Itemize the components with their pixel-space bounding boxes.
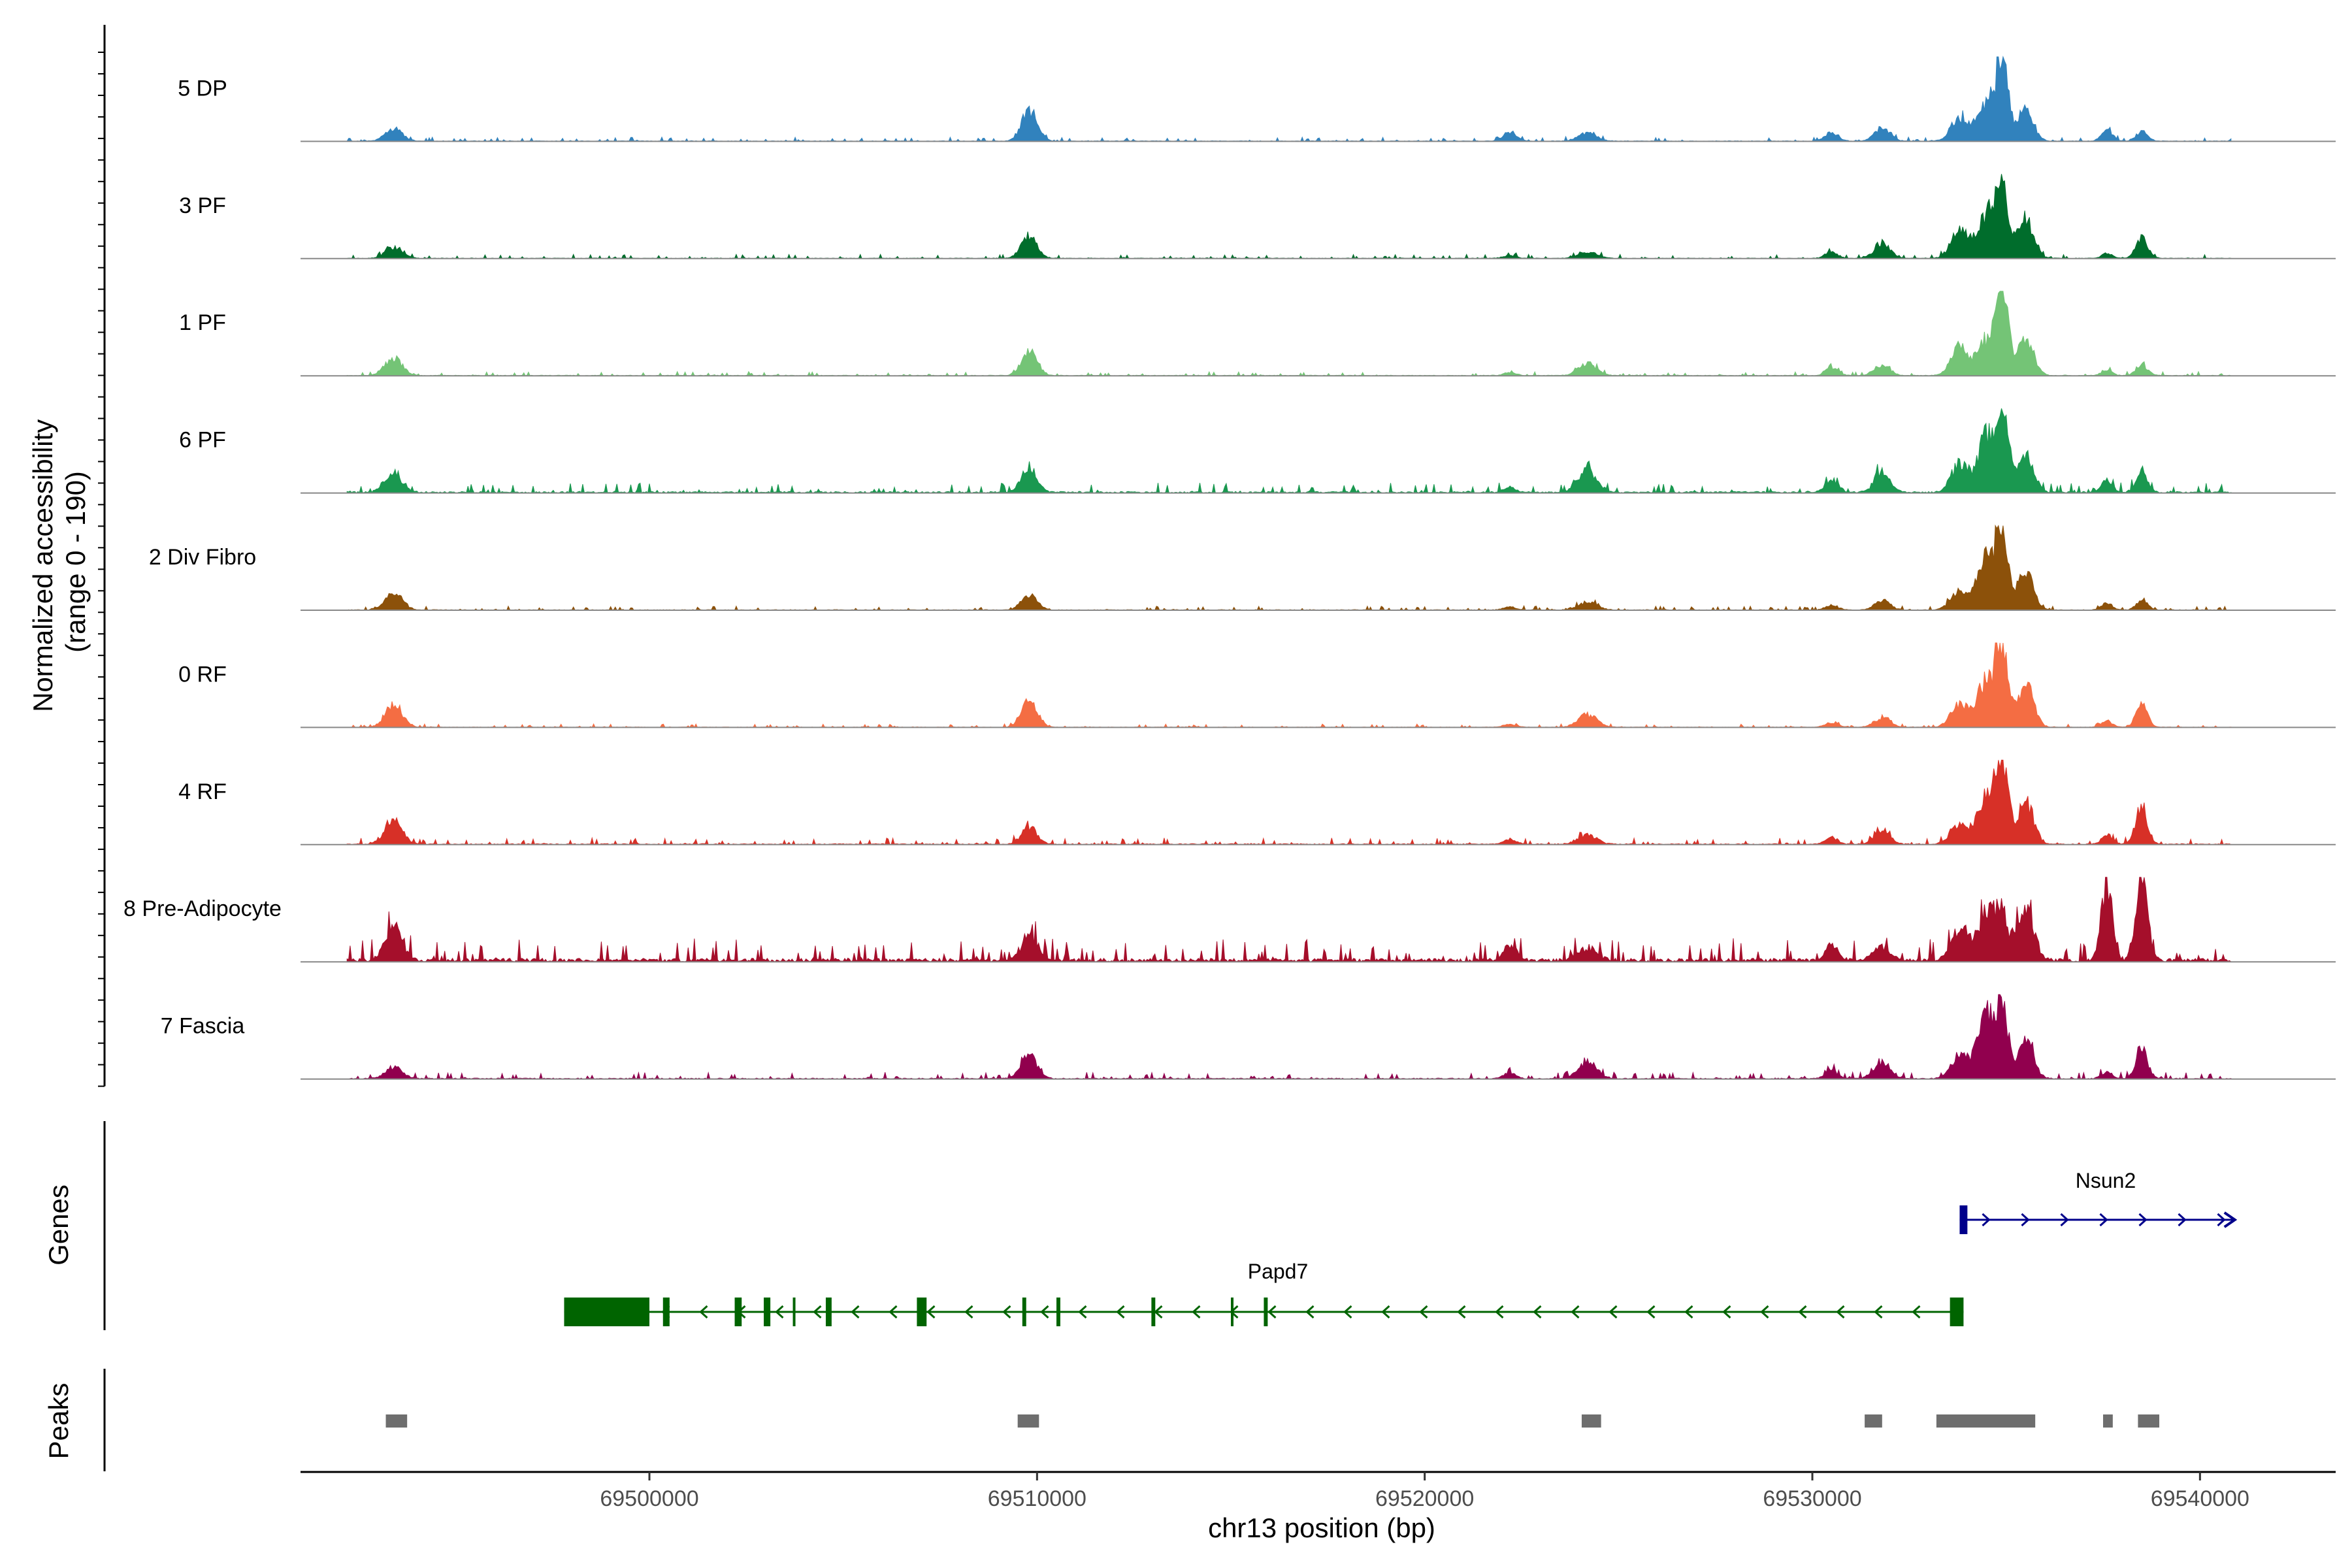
peak-region bbox=[2138, 1414, 2160, 1428]
genes-track-title: Genes bbox=[43, 1184, 74, 1266]
coverage-track-7-fascia bbox=[346, 994, 2232, 1080]
track-label: 2 Div Fibro bbox=[149, 545, 256, 570]
strand-arrow bbox=[1798, 1305, 1807, 1319]
x-tick-label: 69510000 bbox=[988, 1486, 1086, 1511]
strand-arrow bbox=[2178, 1213, 2187, 1227]
strand-arrow bbox=[1040, 1305, 1049, 1319]
peaks-track-title: Peaks bbox=[43, 1383, 74, 1460]
strand-arrow bbox=[1646, 1305, 1656, 1319]
exon bbox=[1151, 1298, 1156, 1326]
gene-label-papd7: Papd7 bbox=[1248, 1260, 1309, 1283]
strand-arrow bbox=[1002, 1305, 1011, 1319]
track-label: 5 DP bbox=[178, 76, 227, 101]
peak-track bbox=[103, 1369, 2160, 1471]
exon bbox=[1022, 1298, 1026, 1326]
strand-arrow-head bbox=[2223, 1211, 2238, 1228]
coverage-track-1-pf bbox=[346, 291, 2232, 377]
strand-arrow bbox=[1457, 1305, 1466, 1319]
exon bbox=[1231, 1298, 1233, 1326]
strand-arrow bbox=[1343, 1305, 1352, 1319]
track-label: 8 Pre-Adipocyte bbox=[123, 896, 282, 921]
strand-arrow bbox=[1982, 1213, 1991, 1227]
track-label: 1 PF bbox=[179, 310, 226, 335]
strand-arrow bbox=[699, 1305, 708, 1319]
strand-arrow bbox=[1760, 1305, 1769, 1319]
track-label: 6 PF bbox=[179, 428, 226, 453]
x-tick-label: 69500000 bbox=[600, 1486, 698, 1511]
strand-arrow bbox=[1419, 1305, 1428, 1319]
coverage-track-2-div-fibro bbox=[346, 524, 2232, 612]
peak-region bbox=[2103, 1414, 2113, 1428]
exon bbox=[1959, 1205, 1968, 1234]
strand-arrow bbox=[1495, 1305, 1504, 1319]
coverage-track-8-pre-adipocyte bbox=[346, 877, 2232, 963]
x-tick-label: 69520000 bbox=[1375, 1486, 1474, 1511]
coverage-track-6-pf bbox=[346, 408, 2232, 495]
coverage-track-3-pf bbox=[346, 174, 2232, 260]
strand-arrow bbox=[1078, 1305, 1087, 1319]
y-axis-title: Normalized accessibility (range 0 - 190) bbox=[27, 412, 91, 712]
exon bbox=[825, 1298, 832, 1326]
x-axis-title: chr13 position (bp) bbox=[1208, 1512, 1435, 1543]
strand-arrow bbox=[926, 1305, 936, 1319]
coverage-tracks: 5 DP 3 PF 1 PF 6 PF 2 Div Fibro 0 RF 4 RF 8 Pre… bbox=[98, 25, 2336, 1087]
strand-arrow bbox=[964, 1305, 973, 1319]
exon bbox=[917, 1298, 927, 1326]
peak-region bbox=[1581, 1414, 1601, 1428]
track-label: 3 PF bbox=[179, 193, 226, 218]
strand-arrow bbox=[2099, 1213, 2108, 1227]
x-axis: 69500000 69510000 69520000 69530000 69540000 bbox=[301, 1471, 2336, 1511]
peak-region bbox=[1017, 1414, 1039, 1428]
strand-arrow bbox=[2138, 1213, 2148, 1227]
exon bbox=[564, 1298, 649, 1326]
strand-arrow bbox=[889, 1305, 898, 1319]
gene-label-nsun2: Nsun2 bbox=[2076, 1169, 2136, 1192]
strand-arrow bbox=[1836, 1305, 1845, 1319]
peak-region bbox=[1865, 1414, 1882, 1428]
strand-arrow bbox=[1912, 1305, 1921, 1319]
exon bbox=[662, 1298, 670, 1326]
strand-arrow bbox=[1533, 1305, 1542, 1319]
peak-region bbox=[385, 1414, 408, 1428]
strand-arrow bbox=[1381, 1305, 1390, 1319]
strand-arrow bbox=[1267, 1305, 1277, 1319]
strand-arrow bbox=[2060, 1213, 2069, 1227]
strand-arrow bbox=[1154, 1305, 1163, 1319]
strand-arrow bbox=[1874, 1305, 1883, 1319]
strand-arrow bbox=[1116, 1305, 1125, 1319]
coverage-track-5-dp bbox=[346, 56, 2232, 142]
strand-arrow bbox=[851, 1305, 860, 1319]
coverage-track-4-rf bbox=[346, 759, 2232, 846]
x-tick-label: 69540000 bbox=[2151, 1486, 2249, 1511]
strand-arrow bbox=[2217, 1213, 2226, 1227]
exon bbox=[734, 1298, 742, 1326]
peak-region bbox=[1936, 1414, 2036, 1428]
strand-arrow bbox=[775, 1305, 784, 1319]
strand-arrow bbox=[1192, 1305, 1201, 1319]
strand-arrow bbox=[2021, 1213, 2030, 1227]
strand-arrow bbox=[813, 1305, 822, 1319]
strand-arrow bbox=[1722, 1305, 1731, 1319]
gene-track: Nsun2 Papd7 bbox=[103, 1121, 2238, 1330]
track-label: 7 Fascia bbox=[161, 1014, 245, 1039]
exon bbox=[1950, 1298, 1964, 1326]
exon bbox=[1056, 1298, 1060, 1326]
coverage-track-0-rf bbox=[346, 642, 2232, 728]
strand-arrow bbox=[1305, 1305, 1315, 1319]
exon bbox=[792, 1298, 796, 1326]
track-label: 4 RF bbox=[178, 779, 227, 804]
strand-arrow bbox=[1684, 1305, 1693, 1319]
x-tick-label: 69530000 bbox=[1763, 1486, 1861, 1511]
strand-arrow bbox=[1571, 1305, 1580, 1319]
exon bbox=[1264, 1298, 1268, 1326]
track-label: 0 RF bbox=[178, 662, 227, 687]
exon bbox=[764, 1298, 771, 1326]
strand-arrow bbox=[1609, 1305, 1618, 1319]
